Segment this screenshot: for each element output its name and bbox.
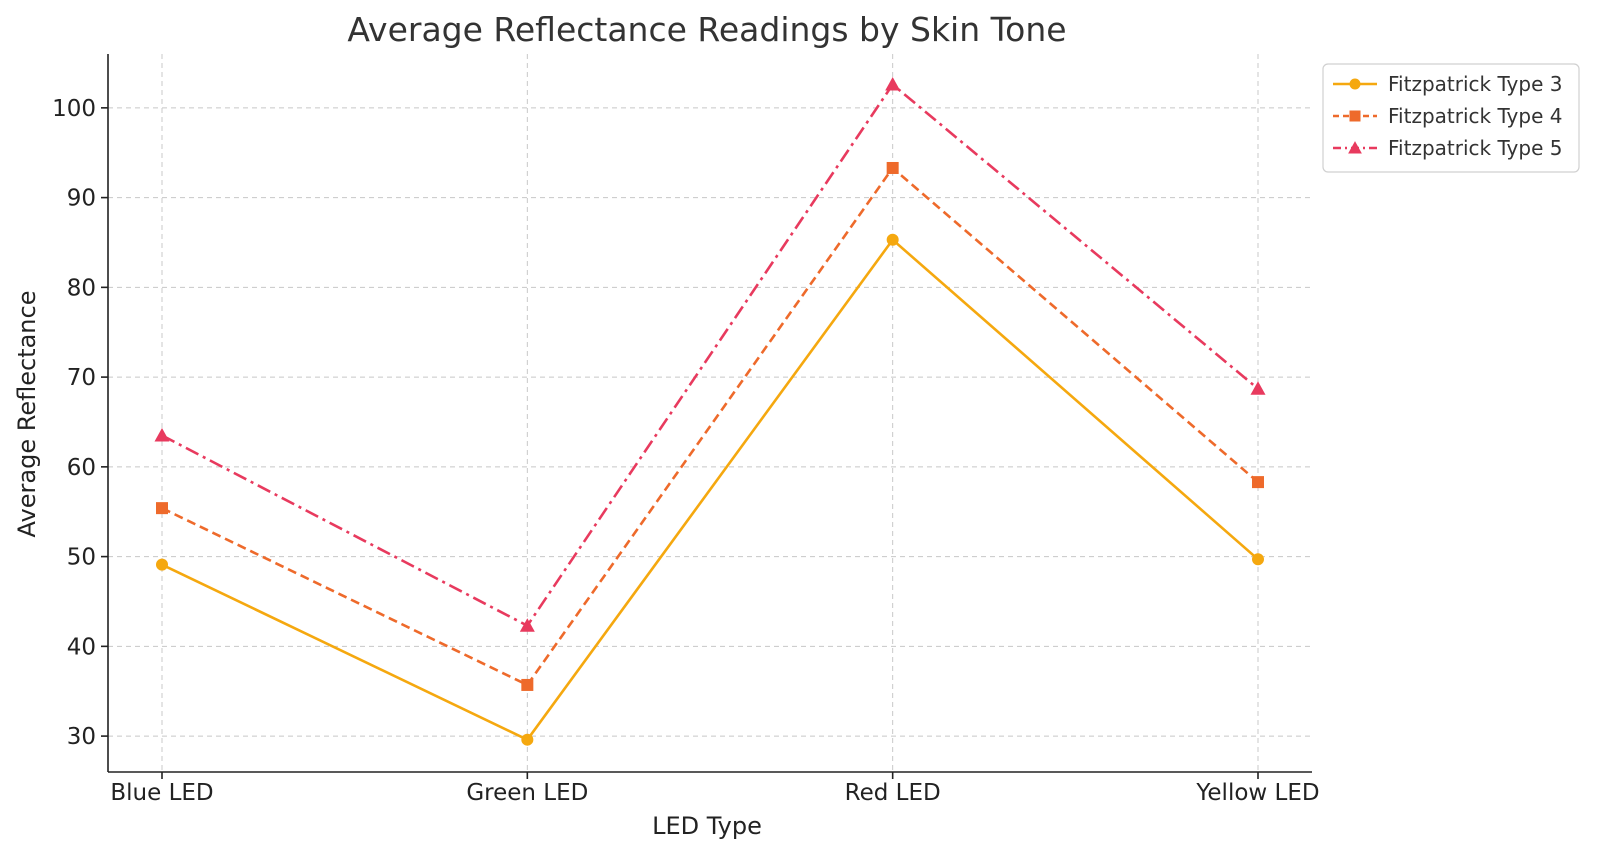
data-point: [519, 618, 535, 632]
data-point: [521, 678, 534, 691]
axes: [101, 54, 1312, 779]
tick-labels: 30 40 50 60 70 80 90 100 Blue LED Green LED Red LE…: [52, 96, 1320, 806]
data-point: [886, 233, 899, 246]
data-point: [1250, 381, 1266, 395]
legend-marker: [1349, 110, 1361, 122]
data-point: [156, 502, 168, 515]
y-tick-label: 80: [67, 275, 96, 301]
legend-label: Fitzpatrick Type 3: [1388, 72, 1562, 96]
y-tick-label: 100: [52, 96, 96, 122]
legend: Fitzpatrick Type 3 Fitzpatrick Type 4 Fitz…: [1322, 63, 1580, 173]
legend-box: [1322, 63, 1580, 173]
series-lines: [154, 77, 1266, 746]
data-point: [521, 733, 534, 746]
data-point: [1252, 553, 1264, 566]
x-tick-label: Red LED: [845, 780, 941, 806]
data-point: [885, 77, 901, 91]
y-tick-label: 30: [67, 724, 96, 750]
data-point: [154, 427, 170, 442]
series-1: [156, 233, 1264, 746]
y-axis-label: Average Reflectance: [13, 291, 41, 538]
series-line: [161, 82, 1259, 628]
y-tick-label: 60: [67, 455, 96, 481]
x-tick-label: Blue LED: [110, 780, 213, 806]
grid-lines: [108, 54, 1312, 772]
data-point: [886, 161, 899, 174]
x-tick-label: Green LED: [466, 780, 588, 806]
data-point: [1252, 476, 1264, 489]
legend-label: Fitzpatrick Type 4: [1388, 104, 1562, 128]
data-point: [156, 558, 168, 571]
y-tick-label: 50: [67, 545, 96, 571]
series-2: [156, 161, 1264, 691]
series-3: [154, 77, 1266, 632]
legend-item: Fitzpatrick Type 4: [1333, 104, 1562, 128]
series-line: [161, 166, 1259, 687]
y-tick-label: 70: [67, 365, 96, 391]
legend-label: Fitzpatrick Type 5: [1388, 136, 1562, 160]
chart-title: Average Reflectance Readings by Skin Ton…: [347, 10, 1066, 49]
legend-item: Fitzpatrick Type 3: [1333, 72, 1562, 96]
y-tick-label: 90: [67, 186, 96, 212]
x-tick-label: Yellow LED: [1195, 780, 1319, 806]
series-line: [161, 237, 1259, 742]
legend-marker: [1349, 78, 1361, 90]
legend-marker: [1348, 141, 1362, 154]
legend-item: Fitzpatrick Type 5: [1333, 136, 1562, 160]
x-axis-label: LED Type: [652, 812, 762, 840]
y-tick-label: 40: [67, 634, 96, 660]
